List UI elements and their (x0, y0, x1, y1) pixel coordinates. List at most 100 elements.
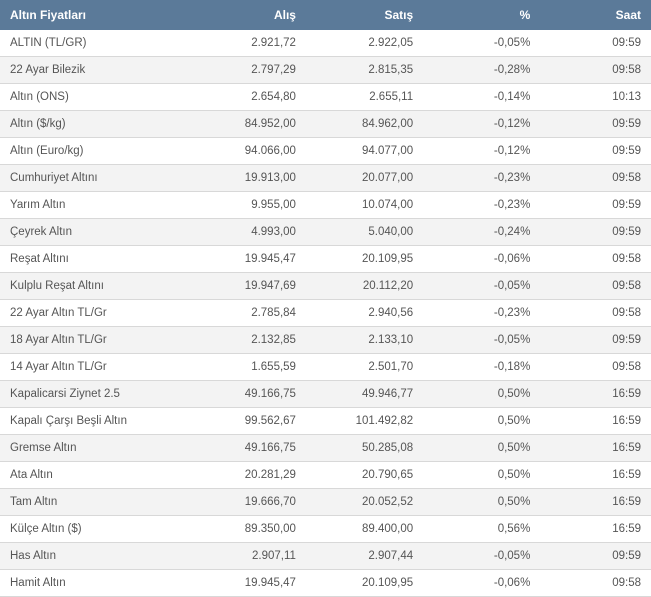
cell-alis: 89.350,00 (189, 516, 306, 543)
cell-satis: 2.133,10 (306, 327, 423, 354)
table-row[interactable]: Reşat Altını19.945,4720.109,95-0,06%09:5… (0, 246, 651, 273)
table-row[interactable]: Kapalicarsi Ziynet 2.549.166,7549.946,77… (0, 381, 651, 408)
table-row[interactable]: Külçe Altın ($)89.350,0089.400,000,56%16… (0, 516, 651, 543)
table-row[interactable]: Has Altın2.907,112.907,44-0,05%09:59 (0, 543, 651, 570)
cell-saat: 09:58 (540, 570, 651, 597)
cell-name: 22 Ayar Bilezik (0, 57, 189, 84)
cell-alis: 2.907,11 (189, 543, 306, 570)
cell-pct: 0,50% (423, 489, 540, 516)
cell-pct: -0,12% (423, 138, 540, 165)
cell-saat: 09:58 (540, 354, 651, 381)
cell-pct: -0,05% (423, 30, 540, 57)
table-row[interactable]: ALTIN (TL/GR)2.921,722.922,05-0,05%09:59 (0, 30, 651, 57)
cell-name: 18 Ayar Altın TL/Gr (0, 327, 189, 354)
cell-pct: -0,05% (423, 543, 540, 570)
table-row[interactable]: Ata Altın20.281,2920.790,650,50%16:59 (0, 462, 651, 489)
table-row[interactable]: Kapalı Çarşı Beşli Altın99.562,67101.492… (0, 408, 651, 435)
cell-saat: 09:59 (540, 138, 651, 165)
table-body: ALTIN (TL/GR)2.921,722.922,05-0,05%09:59… (0, 30, 651, 597)
table-row[interactable]: Altın ($/kg)84.952,0084.962,00-0,12%09:5… (0, 111, 651, 138)
cell-satis: 2.815,35 (306, 57, 423, 84)
cell-satis: 2.655,11 (306, 84, 423, 111)
cell-satis: 20.112,20 (306, 273, 423, 300)
table-row[interactable]: Hamit Altın19.945,4720.109,95-0,06%09:58 (0, 570, 651, 597)
cell-name: Yarım Altın (0, 192, 189, 219)
cell-pct: 0,50% (423, 381, 540, 408)
cell-satis: 5.040,00 (306, 219, 423, 246)
cell-name: 22 Ayar Altın TL/Gr (0, 300, 189, 327)
cell-pct: -0,06% (423, 246, 540, 273)
cell-saat: 16:59 (540, 381, 651, 408)
table-row[interactable]: Kulplu Reşat Altını19.947,6920.112,20-0,… (0, 273, 651, 300)
cell-alis: 2.921,72 (189, 30, 306, 57)
cell-saat: 16:59 (540, 462, 651, 489)
cell-name: Ata Altın (0, 462, 189, 489)
cell-satis: 20.790,65 (306, 462, 423, 489)
cell-saat: 09:59 (540, 543, 651, 570)
cell-name: Has Altın (0, 543, 189, 570)
cell-name: Tam Altın (0, 489, 189, 516)
cell-saat: 09:58 (540, 246, 651, 273)
col-pct[interactable]: % (423, 0, 540, 30)
table-row[interactable]: 22 Ayar Bilezik2.797,292.815,35-0,28%09:… (0, 57, 651, 84)
cell-saat: 16:59 (540, 516, 651, 543)
cell-satis: 2.501,70 (306, 354, 423, 381)
cell-satis: 20.052,52 (306, 489, 423, 516)
cell-satis: 20.109,95 (306, 570, 423, 597)
table-row[interactable]: Cumhuriyet Altını19.913,0020.077,00-0,23… (0, 165, 651, 192)
table-row[interactable]: Altın (ONS)2.654,802.655,11-0,14%10:13 (0, 84, 651, 111)
cell-name: Reşat Altını (0, 246, 189, 273)
cell-saat: 09:59 (540, 327, 651, 354)
cell-alis: 2.132,85 (189, 327, 306, 354)
cell-alis: 19.945,47 (189, 570, 306, 597)
cell-name: Altın (ONS) (0, 84, 189, 111)
cell-name: 14 Ayar Altın TL/Gr (0, 354, 189, 381)
cell-saat: 09:58 (540, 165, 651, 192)
cell-saat: 09:59 (540, 219, 651, 246)
table-row[interactable]: 22 Ayar Altın TL/Gr2.785,842.940,56-0,23… (0, 300, 651, 327)
col-alis[interactable]: Alış (189, 0, 306, 30)
col-name[interactable]: Altın Fiyatları (0, 0, 189, 30)
cell-name: Külçe Altın ($) (0, 516, 189, 543)
cell-name: ALTIN (TL/GR) (0, 30, 189, 57)
cell-name: Kapalicarsi Ziynet 2.5 (0, 381, 189, 408)
cell-name: Cumhuriyet Altını (0, 165, 189, 192)
cell-satis: 89.400,00 (306, 516, 423, 543)
cell-pct: -0,05% (423, 273, 540, 300)
cell-alis: 2.785,84 (189, 300, 306, 327)
cell-pct: 0,56% (423, 516, 540, 543)
cell-saat: 09:58 (540, 300, 651, 327)
col-satis[interactable]: Satış (306, 0, 423, 30)
cell-pct: -0,05% (423, 327, 540, 354)
table-row[interactable]: Yarım Altın9.955,0010.074,00-0,23%09:59 (0, 192, 651, 219)
cell-pct: 0,50% (423, 462, 540, 489)
cell-alis: 94.066,00 (189, 138, 306, 165)
table-row[interactable]: Gremse Altın49.166,7550.285,080,50%16:59 (0, 435, 651, 462)
col-saat[interactable]: Saat (540, 0, 651, 30)
table-row[interactable]: 18 Ayar Altın TL/Gr2.132,852.133,10-0,05… (0, 327, 651, 354)
table-row[interactable]: Altın (Euro/kg)94.066,0094.077,00-0,12%0… (0, 138, 651, 165)
cell-satis: 101.492,82 (306, 408, 423, 435)
cell-alis: 49.166,75 (189, 435, 306, 462)
table-row[interactable]: Tam Altın19.666,7020.052,520,50%16:59 (0, 489, 651, 516)
cell-alis: 84.952,00 (189, 111, 306, 138)
cell-name: Altın ($/kg) (0, 111, 189, 138)
cell-pct: -0,28% (423, 57, 540, 84)
cell-alis: 1.655,59 (189, 354, 306, 381)
cell-pct: 0,50% (423, 435, 540, 462)
table-header: Altın Fiyatları Alış Satış % Saat (0, 0, 651, 30)
cell-name: Altın (Euro/kg) (0, 138, 189, 165)
cell-alis: 2.654,80 (189, 84, 306, 111)
cell-saat: 16:59 (540, 489, 651, 516)
cell-pct: -0,18% (423, 354, 540, 381)
cell-saat: 16:59 (540, 408, 651, 435)
cell-saat: 16:59 (540, 435, 651, 462)
cell-satis: 50.285,08 (306, 435, 423, 462)
cell-pct: -0,14% (423, 84, 540, 111)
cell-pct: -0,23% (423, 300, 540, 327)
table-row[interactable]: Çeyrek Altın4.993,005.040,00-0,24%09:59 (0, 219, 651, 246)
cell-pct: -0,23% (423, 192, 540, 219)
table-row[interactable]: 14 Ayar Altın TL/Gr1.655,592.501,70-0,18… (0, 354, 651, 381)
cell-alis: 9.955,00 (189, 192, 306, 219)
cell-pct: -0,24% (423, 219, 540, 246)
